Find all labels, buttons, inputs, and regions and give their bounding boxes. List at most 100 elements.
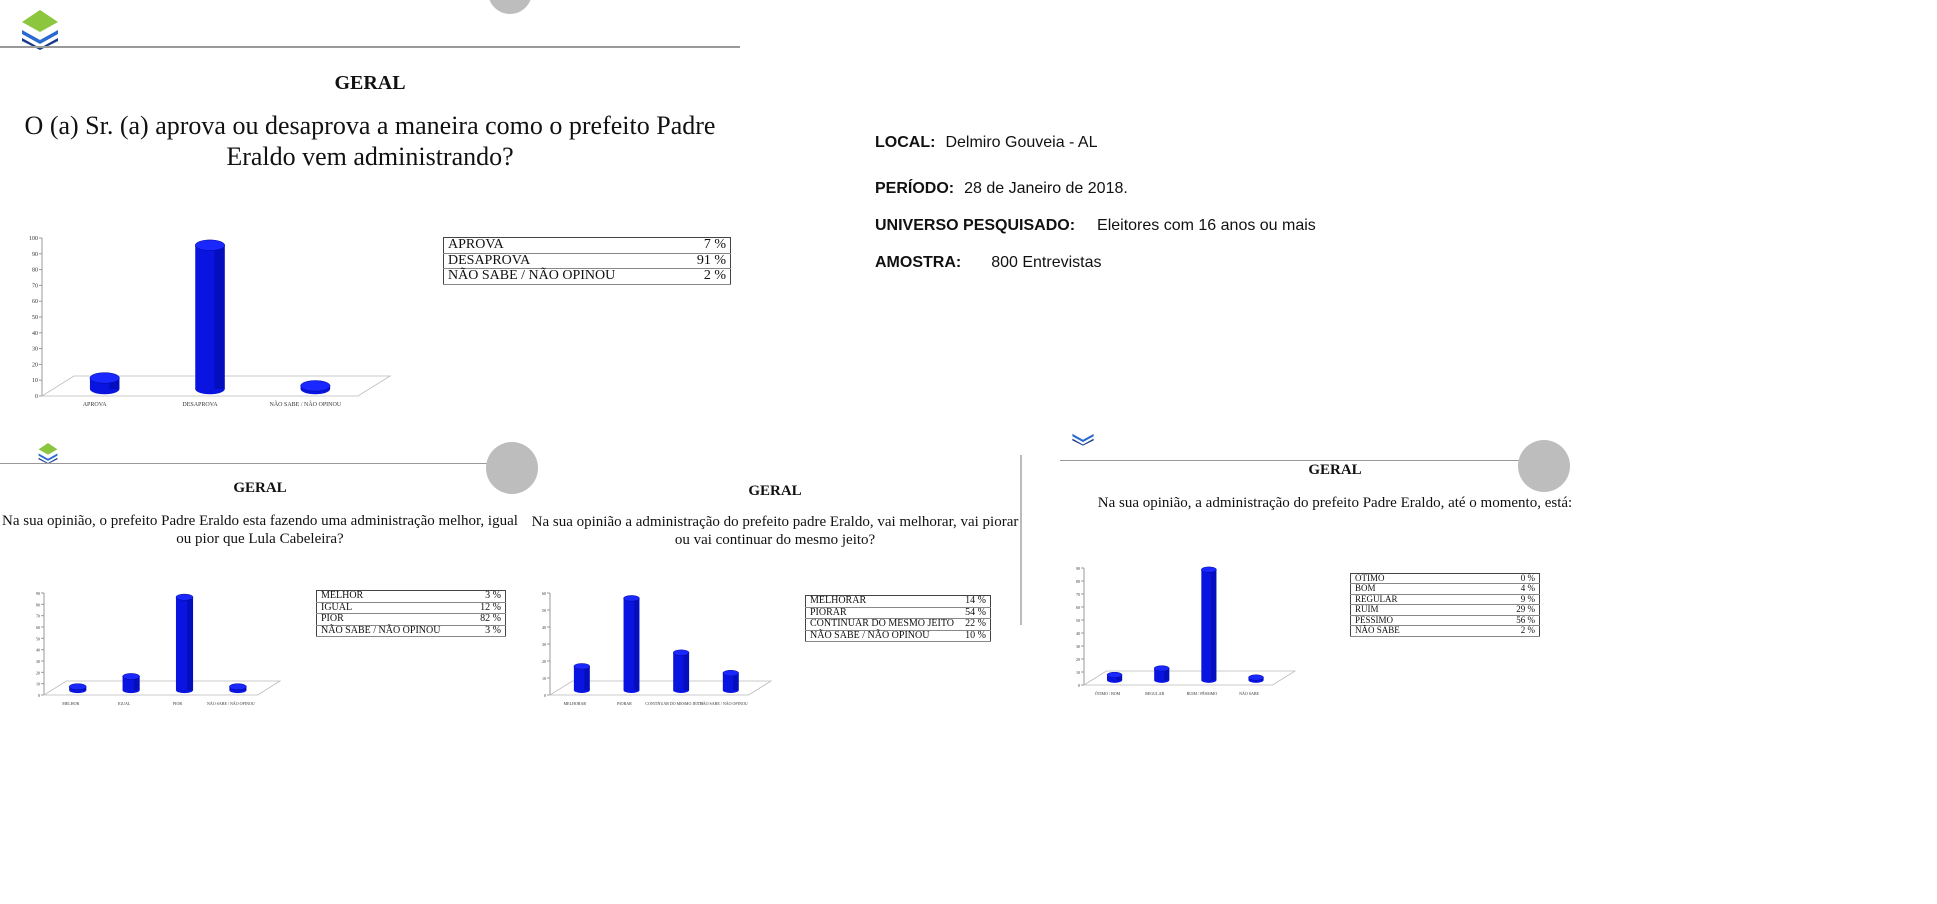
y-tick-label: 30 <box>1076 644 1080 649</box>
bar-top <box>672 649 690 656</box>
table-row: NÃO SABE / NÃO OPINOU 3 % <box>316 625 506 637</box>
x-tick-label: NÃO SABE / NÃO OPINOU <box>207 701 255 706</box>
bar-shade <box>214 245 225 389</box>
results-table: MELHORAR 14 % PIORAR 54 % CONTINUAR DO MESMO… <box>805 595 991 642</box>
table-row: OTIMO 0 % <box>1350 573 1540 585</box>
y-tick-label: 100 <box>29 236 38 242</box>
y-tick-label: 10 <box>36 682 40 687</box>
y-tick-label: 90 <box>1076 566 1080 571</box>
row-value: 2 % <box>679 269 731 286</box>
row-value: 82 % <box>470 613 506 626</box>
bar-shade <box>584 666 590 691</box>
bar-shade <box>1163 668 1170 681</box>
y-tick-label: 60 <box>1076 605 1080 610</box>
x-tick-label: DESAPROVA <box>182 402 218 408</box>
row-label: IGUAL <box>316 602 471 614</box>
y-tick-label: 40 <box>32 331 38 337</box>
y-tick-label: 80 <box>1076 579 1080 584</box>
x-tick-label: REGULAR <box>1145 691 1164 696</box>
info-amostra: AMOSTRA: 800 Entrevistas <box>875 254 1102 272</box>
bar-shade <box>1116 674 1123 681</box>
table-row: DESAPROVA 91 % <box>443 253 731 270</box>
row-label: MELHORAR <box>805 595 961 608</box>
y-tick-label: 0 <box>35 394 38 400</box>
bar-top <box>229 683 247 691</box>
x-tick-label: PIOR <box>173 701 182 706</box>
value: 800 Entrevistas <box>991 254 1102 271</box>
table-row: RUIM 29 % <box>1350 604 1540 616</box>
row-label: MELHOR <box>316 590 471 603</box>
bar-chart: 0 10 20 30 40 50 60 70 80 90 MELHOR IGUAL PIOR NÃO SA… <box>36 591 282 706</box>
x-tick-label: NÃO SABE / NÃO OPINOU <box>269 400 341 408</box>
y-tick-label: 40 <box>542 625 546 630</box>
row-label: NÃO SABE <box>1350 625 1476 637</box>
header-rule <box>0 46 740 48</box>
row-value: 4 % <box>1475 584 1540 595</box>
label: UNIVERSO PESQUISADO: <box>875 217 1076 234</box>
bar-top <box>623 595 640 602</box>
table-row: PESSIMO 56 % <box>1350 615 1540 627</box>
slide-heading: GERAL <box>748 483 802 499</box>
slide-heading: GERAL <box>334 72 406 94</box>
bar-chart: 0 10 20 30 40 50 60 70 80 90 100 APROVA DESAPROVA NÃO… <box>29 236 392 408</box>
x-tick-label: PIORAR <box>617 701 632 706</box>
bar-top <box>1201 566 1217 573</box>
layers-logo-icon <box>22 10 58 50</box>
slide-heading: GERAL <box>233 480 287 496</box>
bar-top <box>122 673 140 680</box>
x-tick-label: NÃO SABE <box>1239 691 1259 696</box>
row-label: PESSIMO <box>1350 615 1476 627</box>
y-tick-label: 50 <box>542 608 546 613</box>
slide-question: Na sua opinião, o prefeito Padre Eraldo … <box>2 513 518 547</box>
bar-shade <box>109 377 120 389</box>
bar-top <box>68 683 87 691</box>
y-tick-label: 30 <box>32 347 38 353</box>
bar-shade <box>733 673 739 691</box>
bar <box>1154 668 1170 681</box>
info-periodo: PERÍODO: 28 de Janeiro de 2018. <box>875 180 1128 198</box>
label: PERÍODO: <box>875 180 955 197</box>
y-tick-label: 50 <box>36 636 40 641</box>
table-row: REGULAR 9 % <box>1350 594 1540 606</box>
edit-badge-icon <box>1518 440 1570 492</box>
bar-shade <box>633 598 640 691</box>
value: Delmiro Gouveia - AL <box>945 134 1098 151</box>
label: LOCAL: <box>875 134 936 151</box>
bar-top <box>573 663 591 670</box>
bar-top <box>1106 671 1123 678</box>
y-tick-label: 20 <box>542 659 546 664</box>
bar-top <box>195 239 225 251</box>
results-table: APROVA 7 % DESAPROVA 91 % NÃO SABE / NÃO OPI… <box>443 237 731 286</box>
slide-question: O (a) Sr. (a) aprova ou desaprova a mane… <box>24 111 716 172</box>
slide-heading: GERAL <box>1308 462 1362 478</box>
bar-top <box>175 593 194 601</box>
y-tick-label: 10 <box>542 676 546 681</box>
y-tick-label: 70 <box>36 614 40 619</box>
y-tick-label: 60 <box>32 299 38 305</box>
x-tick-label: MELHORAR <box>564 701 587 706</box>
slide-border <box>1020 455 1022 625</box>
table-row: IGUAL 12 % <box>316 602 506 614</box>
table-row: PIORAR 54 % <box>805 607 991 619</box>
slide-question: Na sua opinião a administração do prefei… <box>531 514 1019 548</box>
row-value: 7 % <box>679 237 731 254</box>
layers-logo-icon <box>38 443 58 464</box>
y-tick-label: 60 <box>36 625 40 630</box>
y-tick-label: 70 <box>32 283 38 289</box>
row-value: 14 % <box>960 595 991 608</box>
table-row: BOM 4 % <box>1350 584 1540 595</box>
bar-chart: 0 10 20 30 40 50 60 MELHORAR PIORAR CONTINUAR DO … <box>542 591 773 706</box>
info-universo: UNIVERSO PESQUISADO: Eleitores com 16 ano… <box>875 217 1316 235</box>
row-value: 0 % <box>1475 573 1540 585</box>
y-tick-label: 40 <box>36 648 40 653</box>
bar-top <box>1248 674 1264 681</box>
row-label: NÃO SABE / NÃO OPINOU <box>443 269 680 286</box>
table-row: NÃO SABE 2 % <box>1350 625 1540 637</box>
row-label: NÃO SABE / NÃO OPINOU <box>316 625 471 637</box>
table-row: MELHORAR 14 % <box>805 595 991 608</box>
row-label: RUIM <box>1350 604 1476 616</box>
x-tick-label: CONTINUAR DO MESMO JEITO <box>645 701 703 706</box>
table-row: CONTINUAR DO MESMO JEITO 22 % <box>805 618 991 631</box>
row-label: BOM <box>1350 584 1476 595</box>
y-tick-label: 80 <box>32 268 38 274</box>
